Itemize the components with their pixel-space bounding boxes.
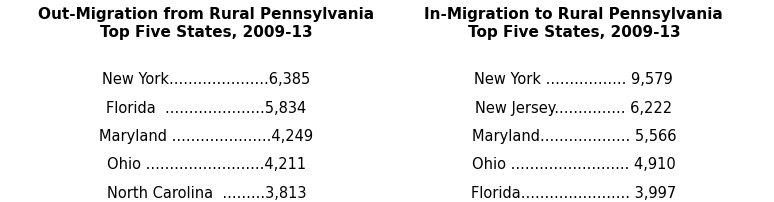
Text: Ohio ......................... 4,910: Ohio ......................... 4,910 — [472, 157, 676, 171]
Text: Out-Migration from Rural Pennsylvania
Top Five States, 2009-13: Out-Migration from Rural Pennsylvania To… — [38, 7, 375, 40]
Text: Maryland .....................4,249: Maryland .....................4,249 — [99, 128, 313, 143]
Text: New York.....................6,385: New York.....................6,385 — [102, 72, 310, 87]
Text: Florida....................... 3,997: Florida....................... 3,997 — [471, 185, 676, 200]
Text: Ohio .........................4,211: Ohio .........................4,211 — [107, 157, 306, 171]
Text: Maryland................... 5,566: Maryland................... 5,566 — [471, 128, 676, 143]
Text: In-Migration to Rural Pennsylvania
Top Five States, 2009-13: In-Migration to Rural Pennsylvania Top F… — [424, 7, 723, 40]
Text: North Carolina  .........3,813: North Carolina .........3,813 — [107, 185, 306, 200]
Text: New Jersey............... 6,222: New Jersey............... 6,222 — [475, 100, 673, 115]
Text: Florida  .....................5,834: Florida .....................5,834 — [106, 100, 307, 115]
Text: New York ................. 9,579: New York ................. 9,579 — [474, 72, 673, 87]
